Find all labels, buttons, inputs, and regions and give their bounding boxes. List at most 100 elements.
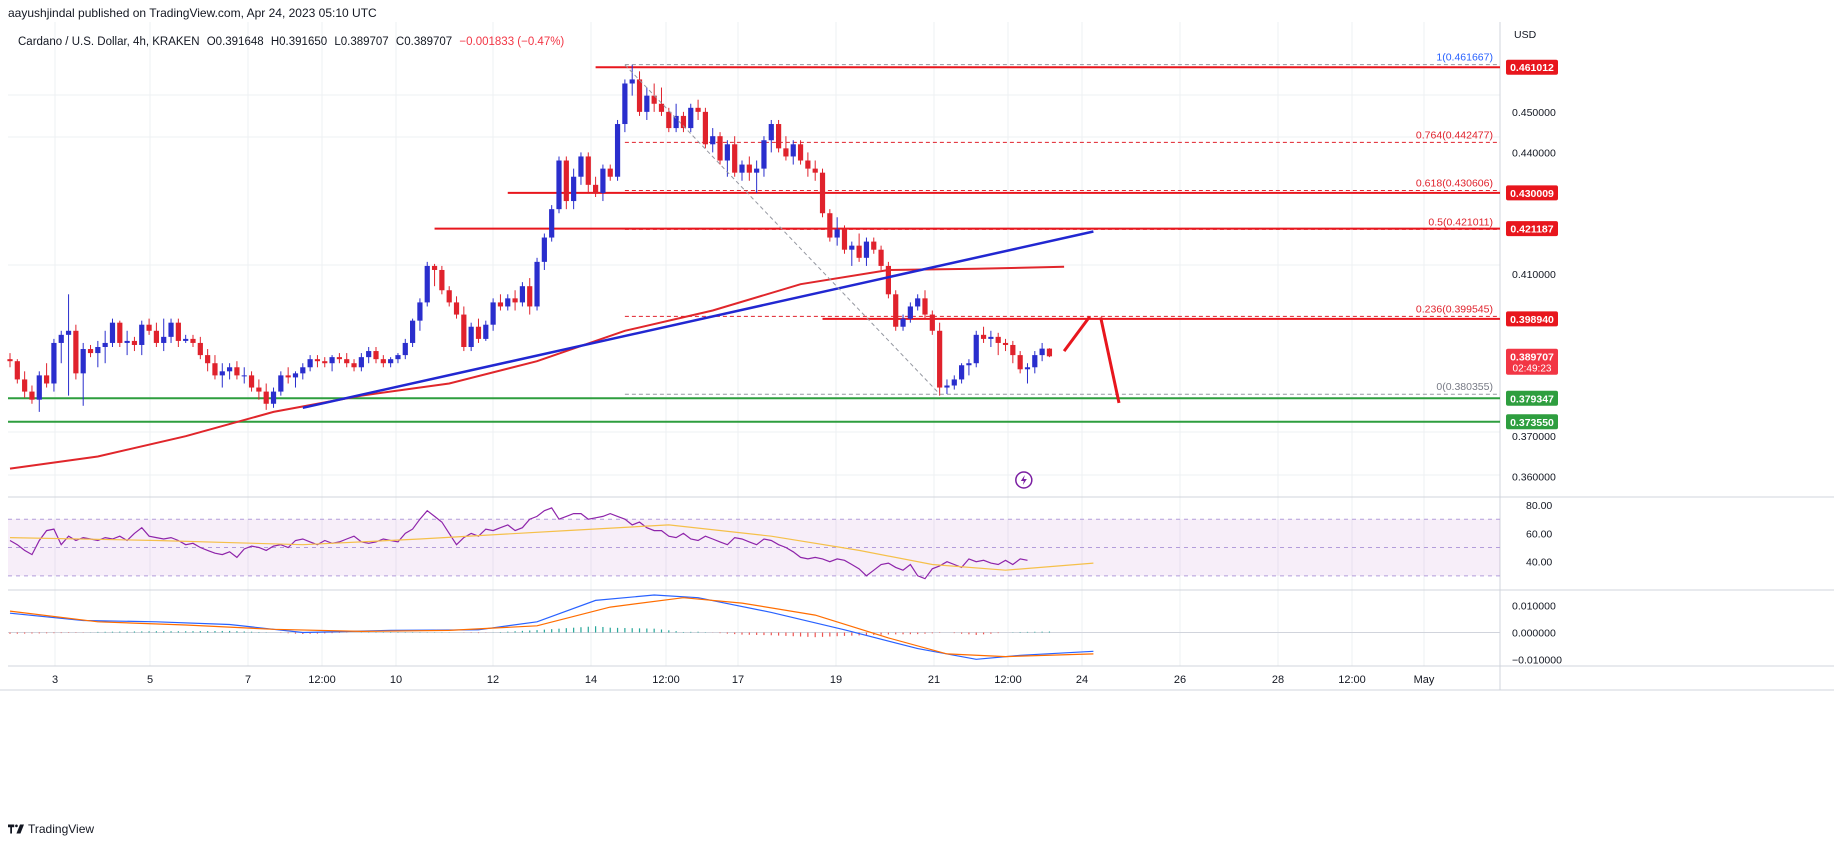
candle-body <box>805 160 811 169</box>
candle-body <box>988 336 994 339</box>
candle-body <box>307 359 313 368</box>
rsi-tick-label: 80.00 <box>1526 500 1552 512</box>
candle-body <box>380 359 386 364</box>
candle-body <box>22 379 28 392</box>
resistance-price-tag-bg <box>1506 59 1558 75</box>
symbol-name[interactable]: Cardano / U.S. Dollar, 4h, KRAKEN <box>18 36 200 48</box>
fib-level-label: 0.764(0.442477) <box>1416 129 1493 141</box>
candle-body <box>995 336 1001 343</box>
horizontal-levels: 1(0.461667) 0.764(0.442477) 0.618(0.430606… <box>8 52 1500 423</box>
candle-body <box>1017 355 1023 370</box>
candle-body <box>549 209 555 238</box>
candle-body <box>893 294 899 327</box>
candle-body <box>124 340 130 343</box>
candle-body <box>512 298 518 303</box>
rsi-tick-label: 60.00 <box>1526 528 1552 540</box>
candle-body <box>73 330 79 374</box>
candle-body <box>614 124 621 177</box>
macd-pane <box>8 594 1500 660</box>
candle-body <box>885 265 891 295</box>
macd-tick-label: 0.000000 <box>1512 628 1556 640</box>
candle-body <box>197 342 203 356</box>
candle-body <box>980 334 987 339</box>
footer-brand[interactable]: TradingView <box>8 822 94 836</box>
resistance-price-tag-bg <box>1506 311 1558 327</box>
current-price-tag: 0.389707 <box>1510 351 1554 363</box>
candle-body <box>424 265 430 303</box>
candle-body <box>834 229 840 238</box>
candle-body <box>14 361 20 380</box>
candle-body <box>607 168 613 177</box>
macd-tick-label: −0.010000 <box>1512 654 1562 666</box>
candle-body <box>688 107 694 129</box>
candle-body <box>292 373 299 378</box>
rsi-tick-label: 40.00 <box>1526 557 1552 569</box>
candle-body <box>571 176 577 202</box>
candle-body <box>900 318 906 327</box>
candle-body <box>856 245 862 258</box>
lightning-bolt-glyph <box>1020 475 1027 485</box>
candle-body <box>483 324 489 339</box>
candle-body <box>51 342 57 384</box>
candle-body <box>183 338 189 341</box>
candle-body <box>234 367 240 376</box>
candle-body <box>680 115 687 129</box>
candle-body <box>732 144 738 173</box>
candle-body <box>241 375 247 377</box>
fib-level-label: 1(0.461667) <box>1436 52 1493 64</box>
candle-body <box>439 269 445 291</box>
candle-body <box>212 363 218 376</box>
candle-body <box>783 148 789 157</box>
candle-body <box>87 349 94 354</box>
candle-body <box>146 324 152 331</box>
candle-body <box>190 338 196 343</box>
time-tick-label: 12 <box>487 674 499 686</box>
candle-body <box>358 357 364 368</box>
candle-body <box>556 160 562 210</box>
candle-body <box>593 184 599 193</box>
price-tick-label: 0.370000 <box>1512 431 1556 443</box>
rsi-pane <box>8 507 1500 580</box>
candle-body <box>95 347 101 354</box>
candle-body <box>673 115 679 129</box>
fib-level-label: 0(0.380355) <box>1436 381 1493 393</box>
support-price-tag: 0.379347 <box>1510 393 1554 405</box>
time-tick-label: 17 <box>732 674 744 686</box>
candle-body <box>578 156 584 177</box>
candle-body <box>827 213 833 238</box>
support-price-tag-bg <box>1506 414 1558 430</box>
candle-body <box>336 357 342 360</box>
projection-down-arrow <box>1099 317 1121 404</box>
candle-body <box>651 95 657 104</box>
candle-body <box>629 79 635 84</box>
candle-body <box>959 365 965 380</box>
candle-body <box>761 140 767 169</box>
candle-body <box>746 164 752 173</box>
current-price-tag-bg <box>1506 348 1558 375</box>
candle-body <box>863 241 870 258</box>
candle-body <box>285 375 291 378</box>
ohlc-high: H0.391650 <box>270 36 328 48</box>
candle-body <box>256 387 262 392</box>
candle-body <box>841 229 848 250</box>
candle-body <box>278 375 284 392</box>
current-price-tag-countdown: 02:49:23 <box>1513 363 1552 374</box>
candle-body <box>754 168 760 173</box>
candle-body <box>117 322 123 343</box>
candle-body <box>519 286 525 303</box>
candles <box>7 64 1053 412</box>
candle-body <box>402 342 408 356</box>
candle-body <box>431 265 438 270</box>
resistance-price-tag: 0.421187 <box>1510 224 1553 236</box>
candle-body <box>666 111 672 129</box>
support-price-tag: 0.373550 <box>1510 417 1554 429</box>
time-tick-label: 14 <box>585 674 597 686</box>
time-tick-label: 24 <box>1076 674 1088 686</box>
moving-average-line <box>9 265 1065 470</box>
candle-body <box>161 336 167 343</box>
time-tick-label: 21 <box>928 674 940 686</box>
candle-body <box>490 302 496 325</box>
candle-body <box>622 83 628 125</box>
candle-body <box>1024 367 1031 370</box>
